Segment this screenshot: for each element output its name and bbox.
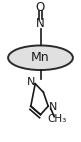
Text: Mn: Mn [31, 51, 50, 64]
Ellipse shape [8, 45, 73, 70]
Text: N: N [27, 77, 35, 87]
Text: O: O [36, 1, 45, 14]
Text: CH₃: CH₃ [47, 114, 67, 124]
Text: N: N [48, 102, 57, 112]
Text: N: N [36, 17, 45, 30]
